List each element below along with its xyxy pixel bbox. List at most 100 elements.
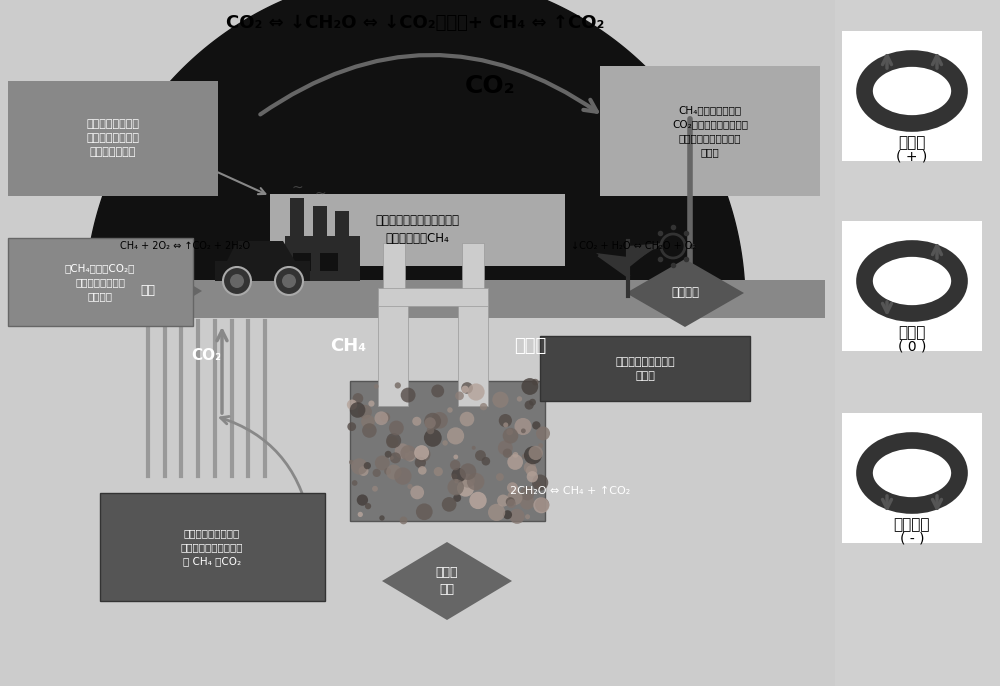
Text: 产甲烷菌和其他菌协
同将植物源有机质转化
成 CH₄ 和CO₂: 产甲烷菌和其他菌协 同将植物源有机质转化 成 CH₄ 和CO₂ [181,528,243,566]
Circle shape [352,480,358,486]
Circle shape [454,479,459,484]
Circle shape [223,267,251,295]
Circle shape [532,421,540,429]
Circle shape [427,427,434,434]
Circle shape [365,503,371,509]
Circle shape [450,460,460,471]
Circle shape [460,412,474,427]
Circle shape [412,417,421,426]
Circle shape [535,497,549,512]
Bar [270,194,565,266]
Bar [458,406,488,501]
Circle shape [535,482,541,488]
Circle shape [390,452,401,463]
Circle shape [475,450,486,461]
Circle shape [498,440,513,456]
Circle shape [358,512,363,517]
Bar [290,198,304,236]
Polygon shape [628,243,663,266]
Circle shape [416,504,433,520]
Circle shape [520,486,534,500]
Circle shape [507,490,522,505]
Circle shape [434,467,443,476]
Circle shape [424,417,436,429]
Circle shape [374,412,388,425]
Bar [378,406,408,501]
Circle shape [230,274,244,288]
Circle shape [488,504,505,521]
Polygon shape [85,0,745,303]
Polygon shape [94,259,202,324]
Bar [383,243,405,291]
Circle shape [460,463,476,480]
Circle shape [357,495,368,506]
Text: 植物源的碳源注入到
煤层中: 植物源的碳源注入到 煤层中 [615,357,675,381]
Circle shape [496,473,504,481]
Text: CO₂: CO₂ [192,348,222,364]
Circle shape [467,383,485,401]
Bar [285,236,360,281]
Polygon shape [215,241,310,281]
Circle shape [451,473,457,480]
Circle shape [400,517,407,524]
Circle shape [527,471,538,482]
Circle shape [522,453,527,459]
Circle shape [469,492,487,509]
Text: 使用现有的煤层气基础设施
从气井中生产CH₄: 使用现有的煤层气基础设施 从气井中生产CH₄ [375,215,459,246]
Bar [842,31,982,161]
Circle shape [447,407,453,413]
Text: 光合作用: 光合作用 [671,287,699,300]
Circle shape [503,510,512,519]
Circle shape [526,465,537,477]
Circle shape [373,469,381,477]
Circle shape [457,480,474,497]
Circle shape [520,495,535,510]
Circle shape [507,482,518,493]
Text: 与CH₄相比，CO₂优
先被吸附和封存到
煤基质中: 与CH₄相比，CO₂优 先被吸附和封存到 煤基质中 [65,263,135,301]
Circle shape [349,460,354,464]
Circle shape [374,384,379,389]
Circle shape [510,509,525,524]
Circle shape [418,466,427,475]
Circle shape [431,384,444,397]
Circle shape [497,495,509,507]
Circle shape [521,429,526,434]
Circle shape [480,403,487,410]
Circle shape [467,473,484,490]
Circle shape [517,397,522,401]
Circle shape [492,392,509,408]
Circle shape [415,457,426,468]
Polygon shape [626,259,744,327]
Text: ( - ): ( - ) [900,532,924,546]
Circle shape [533,497,549,513]
Circle shape [275,267,303,295]
Circle shape [529,446,543,460]
Text: 外源碳: 外源碳 [514,337,546,355]
Circle shape [538,443,543,448]
Circle shape [506,429,513,435]
Text: CH₄ + 2O₂ ⇔ ↑CO₂ + 2H₂O: CH₄ + 2O₂ ⇔ ↑CO₂ + 2H₂O [120,241,250,251]
Circle shape [400,445,416,461]
Text: 燃烧: 燃烧 [140,285,156,298]
Circle shape [507,499,516,508]
Circle shape [372,486,378,492]
Text: CH₄: CH₄ [330,337,366,355]
Circle shape [353,393,363,404]
Circle shape [447,479,464,495]
Bar [335,211,349,236]
Bar [462,243,484,291]
Circle shape [389,456,394,460]
Circle shape [403,445,410,453]
Circle shape [351,458,368,475]
Circle shape [461,382,473,394]
Text: 碳排放: 碳排放 [898,136,926,150]
Bar [15,280,825,318]
Ellipse shape [882,72,942,110]
Circle shape [514,418,532,435]
Circle shape [503,449,512,458]
Bar [835,0,1000,686]
Circle shape [368,401,375,407]
Circle shape [451,468,466,482]
Circle shape [386,464,401,480]
Circle shape [282,274,296,288]
